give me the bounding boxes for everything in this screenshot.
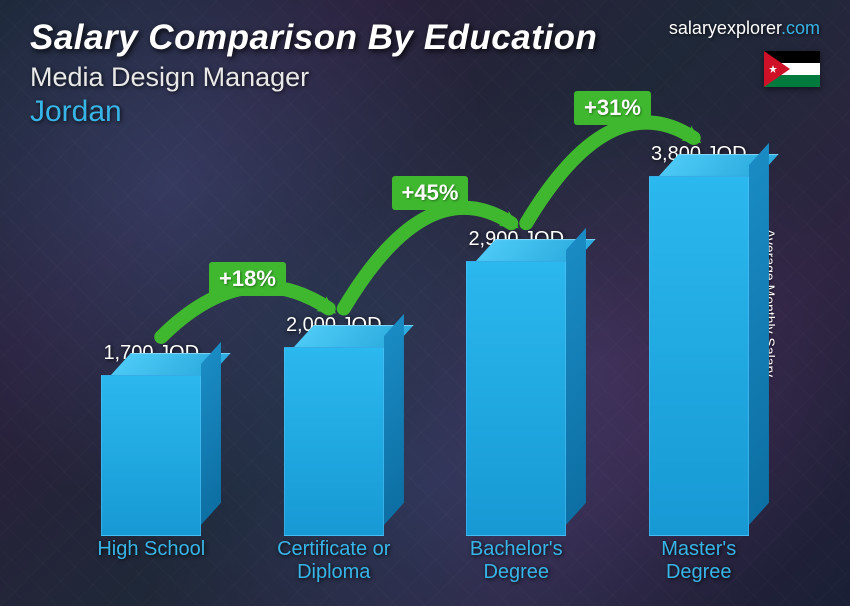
bar-front-face [101, 375, 201, 536]
bar-group: 3,800 JOD [608, 143, 791, 536]
bar-front-face [284, 347, 384, 536]
chart-country: Jordan [30, 95, 597, 129]
bar-group: 2,000 JOD [243, 314, 426, 536]
x-axis-labels: High SchoolCertificate orDiplomaBachelor… [60, 538, 790, 586]
x-axis-label: Master'sDegree [608, 538, 791, 586]
increase-badge: +18% [209, 262, 286, 296]
title-block: Salary Comparison By Education Media Des… [30, 18, 597, 129]
bar-side-face [749, 143, 769, 525]
branding-block: salaryexplorer.com [669, 18, 820, 87]
increase-badge: +31% [574, 91, 651, 125]
bar [649, 176, 749, 536]
bars-row: 1,700 JOD 2,000 JOD 2,900 JOD 3,800 JOD [60, 156, 790, 536]
bar-side-face [201, 342, 221, 525]
chart-title: Salary Comparison By Education [30, 18, 597, 58]
x-axis-label: High School [60, 538, 243, 586]
brand-name: salaryexplorer.com [669, 18, 820, 39]
chart-subtitle: Media Design Manager [30, 62, 597, 93]
bar-group: 1,700 JOD [60, 342, 243, 536]
bar-side-face [384, 314, 404, 525]
brand-suffix: .com [781, 18, 820, 38]
x-axis-label: Certificate orDiploma [243, 538, 426, 586]
bar [284, 347, 384, 536]
bar [466, 261, 566, 536]
x-axis-label: Bachelor'sDegree [425, 538, 608, 586]
increase-badge: +45% [392, 176, 469, 210]
bar [101, 375, 201, 536]
country-flag-icon [764, 51, 820, 87]
bar-side-face [566, 228, 586, 525]
bar-chart: 1,700 JOD 2,000 JOD 2,900 JOD 3,800 JOD … [60, 156, 790, 586]
chart-container: Salary Comparison By Education Media Des… [0, 0, 850, 606]
bar-group: 2,900 JOD [425, 228, 608, 536]
bar-front-face [466, 261, 566, 536]
bar-front-face [649, 176, 749, 536]
header: Salary Comparison By Education Media Des… [30, 18, 820, 129]
brand-name-text: salaryexplorer [669, 18, 781, 38]
